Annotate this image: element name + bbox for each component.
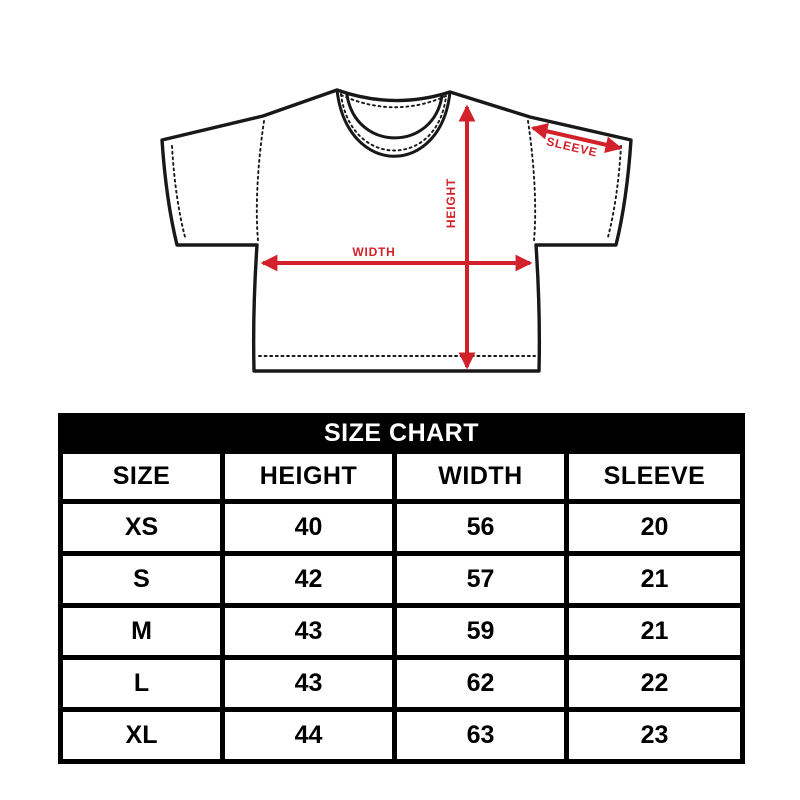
size-label: XS (58, 499, 225, 556)
collar-outer-stitch (340, 93, 447, 152)
sleeve-value: 23 (564, 707, 745, 764)
size-chart-title-row: SIZE CHART (58, 413, 745, 454)
col-header-sleeve: SLEEVE (564, 449, 745, 504)
size-label: XL (58, 707, 225, 764)
height-value: 43 (220, 655, 397, 712)
size-label: S (58, 551, 225, 608)
width-value: 57 (392, 551, 569, 608)
size-chart-table: SIZE CHART SIZE HEIGHT WIDTH SLEEVE XS 4… (58, 413, 745, 764)
width-label: WIDTH (352, 245, 395, 259)
width-value: 59 (392, 603, 569, 660)
collar-outer-curve (335, 88, 452, 158)
tshirt-measurement-diagram: HEIGHT WIDTH SLEEVE (160, 88, 633, 373)
table-row-xs: XS 40 56 20 (58, 499, 745, 556)
height-label: HEIGHT (444, 178, 458, 228)
tshirt-outline (160, 88, 633, 373)
sleeve-value: 21 (564, 551, 745, 608)
sleeve-hem-stitch-left (171, 145, 186, 238)
sleeve-value: 20 (564, 499, 745, 556)
size-label: L (58, 655, 225, 712)
width-value: 56 (392, 499, 569, 556)
sleeve-value: 21 (564, 603, 745, 660)
col-header-height: HEIGHT (220, 449, 397, 504)
height-value: 43 (220, 603, 397, 660)
height-value: 42 (220, 551, 397, 608)
size-label: M (58, 603, 225, 660)
sleeve-hem-stitch-right (607, 145, 622, 238)
column-header-row: SIZE HEIGHT WIDTH SLEEVE (58, 449, 745, 504)
size-chart-title: SIZE CHART (58, 413, 745, 454)
armhole-seam-right (527, 120, 537, 242)
height-value: 44 (220, 707, 397, 764)
armhole-seam-left (255, 120, 265, 242)
table-row-m: M 43 59 21 (58, 603, 745, 660)
col-header-size: SIZE (58, 449, 225, 504)
table-row-xl: XL 44 63 23 (58, 707, 745, 764)
sleeve-arrow (530, 123, 623, 153)
height-value: 40 (220, 499, 397, 556)
table-row-s: S 42 57 21 (58, 551, 745, 608)
width-value: 63 (392, 707, 569, 764)
collar-inner-curve (345, 93, 444, 140)
table-row-l: L 43 62 22 (58, 655, 745, 712)
col-header-width: WIDTH (392, 449, 569, 504)
width-value: 62 (392, 655, 569, 712)
collar-back-stitch (340, 94, 447, 109)
sleeve-value: 22 (564, 655, 745, 712)
